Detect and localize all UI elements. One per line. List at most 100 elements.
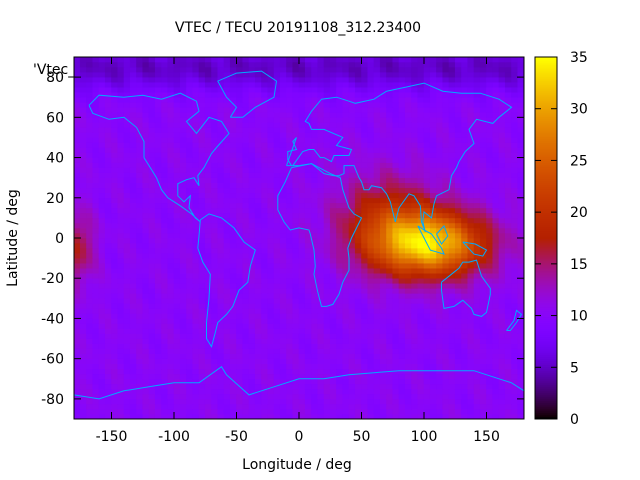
heatmap-cell [329,222,337,229]
heatmap-cell [298,333,306,339]
heatmap-cell [261,91,269,98]
heatmap-cell [454,152,462,158]
heatmap-cell [492,267,500,274]
heatmap-cell [461,353,469,359]
heatmap-cell [348,358,356,364]
heatmap-cell [136,303,144,309]
heatmap-cell [448,86,456,93]
heatmap-cell [398,71,406,78]
heatmap-cell [192,262,200,269]
heatmap-cell [179,76,187,83]
heatmap-cell [136,262,144,269]
heatmap-cell [129,252,137,259]
heatmap-cell [86,177,94,183]
heatmap-cell [454,172,462,178]
heatmap-cell [148,388,156,395]
heatmap-cell [217,197,225,204]
heatmap-cell [304,117,312,123]
heatmap-cell [398,202,406,209]
heatmap-cell [117,96,125,103]
heatmap-cell [398,252,406,259]
heatmap-cell [479,207,487,214]
heatmap-cell [267,137,275,143]
heatmap-cell [73,127,81,133]
heatmap-cell [448,96,456,103]
heatmap-cell [86,86,94,93]
heatmap-cell [92,101,100,108]
heatmap-cell [142,132,150,138]
heatmap-cell [342,368,350,375]
heatmap-cell [254,348,262,354]
heatmap-cell [123,162,131,168]
heatmap-cell [229,227,237,234]
heatmap-cell [492,222,500,229]
heatmap-cell [167,363,175,370]
heatmap-cell [267,132,275,138]
heatmap-cell [386,403,394,410]
heatmap-cell [154,66,162,73]
heatmap-cell [261,71,269,78]
heatmap-cell [311,112,319,118]
heatmap-cell [179,378,187,385]
heatmap-cell [179,137,187,143]
heatmap-cell [192,237,200,244]
heatmap-cell [92,383,100,390]
heatmap-cell [136,172,144,178]
heatmap-cell [79,242,87,249]
heatmap-cell [454,303,462,309]
heatmap-cell [286,282,294,289]
heatmap-cell [492,127,500,133]
heatmap-cell [198,293,206,299]
heatmap-cell [142,277,150,284]
heatmap-cell [329,152,337,158]
heatmap-cell [479,202,487,209]
heatmap-cell [79,353,87,359]
heatmap-cell [348,353,356,359]
heatmap-cell [104,303,112,309]
heatmap-cell [304,252,312,259]
heatmap-cell [323,363,331,370]
heatmap-cell [73,262,81,269]
heatmap-cell [104,142,112,148]
heatmap-cell [367,137,375,143]
heatmap-cell [404,242,412,249]
heatmap-cell [517,212,525,219]
heatmap-cell [98,217,106,224]
heatmap-cell [229,96,237,103]
heatmap-cell [86,408,94,415]
heatmap-cell [148,303,156,309]
heatmap-cell [517,182,525,189]
heatmap-cell [454,282,462,289]
heatmap-cell [142,187,150,194]
heatmap-cell [461,408,469,415]
heatmap-cell [161,91,169,98]
heatmap-cell [173,398,181,405]
heatmap-cell [467,272,475,279]
heatmap-cell [448,343,456,349]
heatmap-cell [79,277,87,284]
heatmap-cell [273,413,281,420]
heatmap-cell [373,277,381,284]
heatmap-cell [479,328,487,334]
heatmap-cell [136,137,144,143]
heatmap-cell [329,71,337,78]
heatmap-cell [129,222,137,229]
heatmap-cell [154,157,162,163]
heatmap-cell [504,137,512,143]
heatmap-cell [186,91,194,98]
heatmap-cell [229,86,237,93]
heatmap-cell [392,167,400,173]
heatmap-cell [304,81,312,88]
heatmap-cell [329,106,337,113]
heatmap-cell [411,358,419,364]
heatmap-cell [211,167,219,173]
heatmap-cell [411,182,419,189]
heatmap-cell [79,192,87,199]
heatmap-cell [142,403,150,410]
heatmap-cell [311,81,319,88]
heatmap-cell [198,247,206,254]
heatmap-cell [417,142,425,148]
heatmap-cell [342,323,350,329]
heatmap-cell [223,157,231,163]
heatmap-cell [454,192,462,199]
